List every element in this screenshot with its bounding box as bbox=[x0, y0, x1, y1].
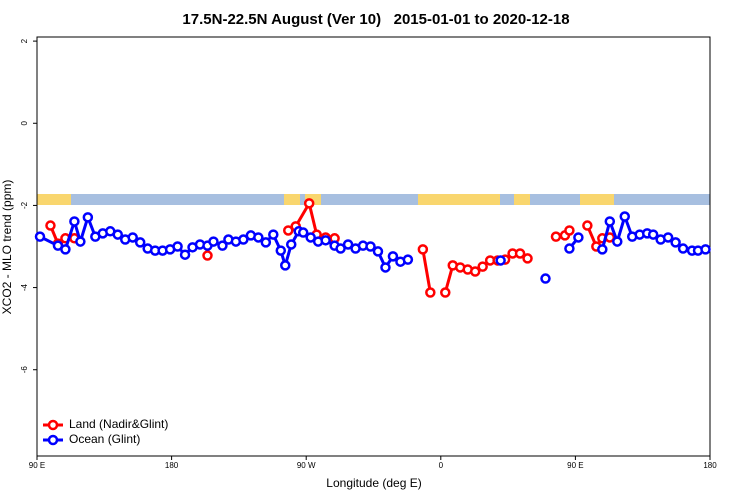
point bbox=[238, 234, 249, 245]
point bbox=[604, 216, 616, 227]
y-axis-label: XCO2 - MLO trend (ppm) bbox=[0, 180, 14, 315]
point bbox=[564, 243, 575, 254]
x-tick-label: 90 W bbox=[297, 461, 316, 470]
point bbox=[700, 244, 711, 255]
point bbox=[372, 246, 384, 257]
series bbox=[34, 211, 711, 284]
point bbox=[75, 236, 86, 247]
point bbox=[619, 211, 631, 222]
point bbox=[217, 240, 228, 251]
chart-title: 17.5N-22.5N August (Ver 10) 2015-01-01 t… bbox=[182, 11, 569, 28]
legend-marker bbox=[47, 434, 59, 446]
point bbox=[647, 229, 659, 240]
point bbox=[402, 254, 414, 265]
point bbox=[268, 229, 279, 240]
land-strip bbox=[37, 194, 71, 205]
point bbox=[550, 231, 562, 242]
point bbox=[179, 249, 191, 260]
land-strip bbox=[514, 194, 530, 205]
point bbox=[495, 255, 506, 266]
point bbox=[69, 216, 80, 227]
point bbox=[365, 241, 376, 252]
x-tick-label: 90 E bbox=[29, 461, 45, 470]
land-strip bbox=[284, 194, 300, 205]
y-tick-label: -2 bbox=[20, 201, 29, 209]
point bbox=[34, 231, 46, 242]
point bbox=[208, 236, 219, 247]
point bbox=[335, 243, 346, 254]
land-strip bbox=[305, 194, 321, 205]
land-ocean-strip bbox=[37, 194, 710, 205]
land-strip bbox=[580, 194, 614, 205]
x-tick-label: 180 bbox=[703, 461, 717, 470]
point bbox=[253, 232, 264, 243]
point bbox=[112, 229, 124, 240]
point bbox=[134, 237, 146, 248]
point bbox=[417, 244, 429, 255]
point bbox=[283, 225, 294, 236]
y-tick-label: -6 bbox=[20, 366, 29, 374]
y-tick-label: -4 bbox=[20, 283, 29, 291]
point bbox=[45, 220, 56, 231]
point bbox=[127, 232, 138, 243]
point bbox=[670, 237, 681, 248]
point bbox=[540, 273, 551, 284]
point bbox=[260, 237, 272, 248]
ocean-strip bbox=[37, 194, 710, 205]
point bbox=[469, 266, 481, 277]
point bbox=[202, 250, 213, 261]
point bbox=[425, 287, 436, 298]
point bbox=[612, 236, 623, 247]
plot-frame bbox=[36, 36, 711, 457]
legend-label: Ocean (Glint) bbox=[69, 432, 140, 446]
point bbox=[280, 260, 291, 271]
x-axis-label: Longitude (deg E) bbox=[326, 476, 421, 490]
point bbox=[477, 261, 488, 272]
point bbox=[597, 244, 608, 255]
point bbox=[564, 225, 575, 236]
point bbox=[60, 244, 71, 255]
point bbox=[662, 232, 674, 243]
x-tick-label: 90 E bbox=[567, 461, 583, 470]
point bbox=[297, 227, 309, 238]
land-strip bbox=[418, 194, 500, 205]
point bbox=[275, 245, 287, 256]
x-tick-label: 0 bbox=[439, 461, 444, 470]
y-tick-label: 2 bbox=[20, 38, 29, 43]
series bbox=[45, 198, 616, 298]
point bbox=[342, 239, 354, 250]
point bbox=[320, 235, 331, 246]
point bbox=[677, 243, 689, 254]
legend-marker bbox=[47, 419, 59, 431]
point bbox=[172, 241, 183, 252]
point bbox=[573, 232, 584, 243]
legend-label: Land (Nadir&Glint) bbox=[69, 417, 168, 431]
point bbox=[285, 239, 297, 250]
y-tick-label: 0 bbox=[20, 120, 29, 125]
point bbox=[380, 262, 391, 273]
point bbox=[440, 287, 451, 298]
point bbox=[514, 248, 526, 259]
point bbox=[82, 212, 94, 223]
x-tick-label: 180 bbox=[165, 461, 179, 470]
point bbox=[387, 251, 399, 262]
point bbox=[522, 253, 533, 264]
point bbox=[582, 220, 593, 231]
point bbox=[303, 198, 315, 209]
point bbox=[305, 232, 316, 243]
